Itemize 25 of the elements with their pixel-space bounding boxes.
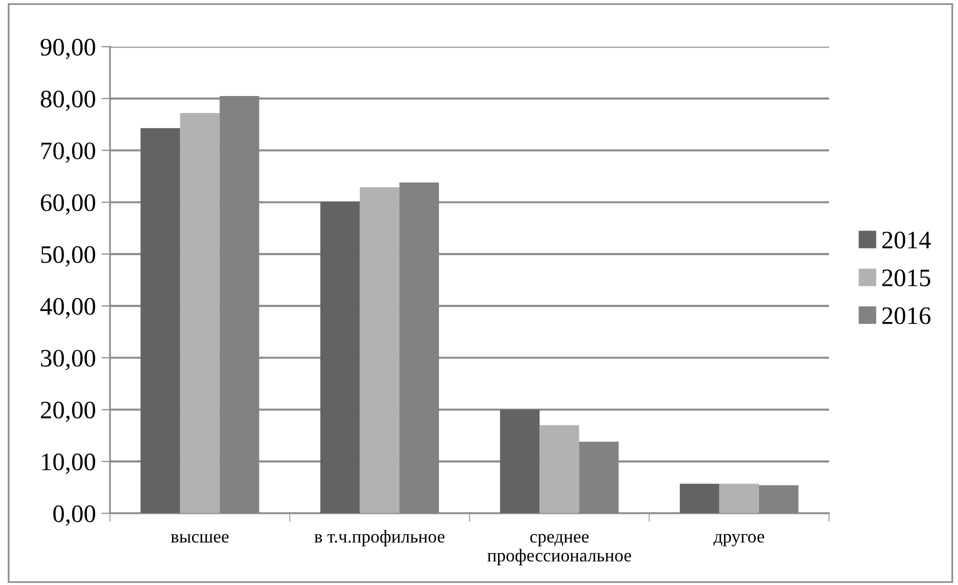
x-tick-label: другое (714, 534, 764, 546)
bar (500, 410, 540, 514)
legend-label: 2014 (882, 232, 931, 249)
y-tick-label: 20,00 (40, 402, 96, 422)
y-tick-label: 70,00 (42, 142, 96, 163)
bar (360, 187, 400, 514)
y-tick-label: 50,00 (41, 246, 96, 267)
x-tick-label: в т.ч.профильное (314, 530, 444, 546)
bar (180, 113, 220, 514)
y-tick-label: 30,00 (41, 350, 96, 370)
x-tick-label: высшее (170, 534, 229, 543)
y-tick-label: 80,00 (40, 90, 96, 112)
legend-label: 2015 (882, 269, 930, 286)
y-tick-label: 10,00 (42, 454, 96, 474)
y-tick-label: 40,00 (40, 298, 96, 318)
bar (320, 202, 360, 514)
bar (680, 484, 720, 514)
y-tick-label: 60,00 (40, 194, 96, 215)
x-tick-label: среднее профессиональное (487, 534, 632, 566)
bar (140, 128, 180, 514)
y-tick-label: 0,00 (53, 505, 96, 526)
bar (719, 484, 759, 514)
legend-label: 2016 (882, 307, 930, 324)
bar (540, 425, 580, 514)
y-tick-label: 90,00 (40, 38, 96, 60)
